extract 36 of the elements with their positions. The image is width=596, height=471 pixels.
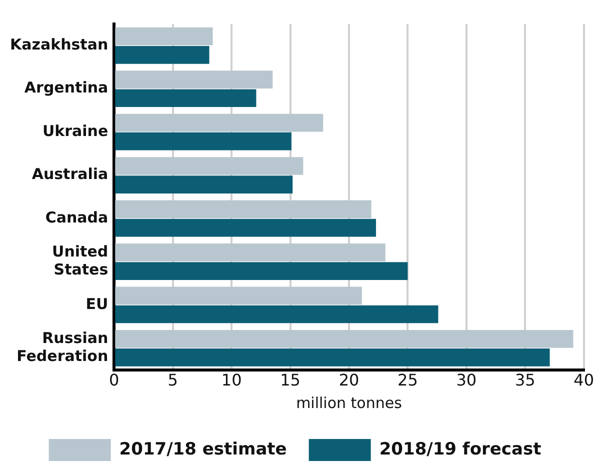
bar bbox=[115, 132, 292, 150]
x-tick-label: 10 bbox=[221, 370, 242, 390]
bar bbox=[115, 348, 550, 366]
bar bbox=[115, 27, 213, 46]
y-tick-label: EU bbox=[86, 294, 108, 313]
legend-label: 2017/18 estimate bbox=[119, 439, 287, 460]
bar bbox=[115, 46, 210, 64]
bar bbox=[115, 70, 273, 88]
y-tick-label: United States bbox=[52, 242, 108, 279]
bar bbox=[115, 305, 438, 324]
y-tick-label: Kazakhstan bbox=[10, 36, 108, 54]
x-tick-label: 5 bbox=[168, 370, 178, 390]
x-tick-label: 30 bbox=[456, 370, 477, 390]
bar bbox=[115, 114, 324, 132]
y-tick-label: Canada bbox=[45, 208, 108, 226]
bar bbox=[115, 176, 293, 194]
y-tick-label: Russian Federation bbox=[16, 329, 108, 366]
x-tick-label: 15 bbox=[280, 370, 300, 390]
x-tick-label: 40 bbox=[574, 370, 594, 390]
bar bbox=[115, 244, 386, 262]
y-tick-label: Argentina bbox=[24, 78, 108, 97]
bar bbox=[115, 218, 376, 237]
y-tick-label: Ukraine bbox=[42, 122, 108, 140]
x-tick-label: 35 bbox=[514, 370, 536, 390]
legend-label: 2018/19 forecast bbox=[379, 439, 542, 460]
x-tick-label: 25 bbox=[398, 370, 418, 390]
bar bbox=[115, 200, 372, 218]
y-tick-label: Australia bbox=[32, 165, 108, 184]
bar bbox=[115, 89, 256, 108]
x-axis-title: million tonnes bbox=[296, 394, 402, 412]
bar bbox=[115, 330, 574, 348]
bar bbox=[115, 262, 408, 280]
x-tick-label: 0 bbox=[109, 370, 120, 390]
x-tick-label: 20 bbox=[338, 370, 360, 390]
bar bbox=[115, 286, 362, 305]
bar bbox=[115, 157, 304, 175]
